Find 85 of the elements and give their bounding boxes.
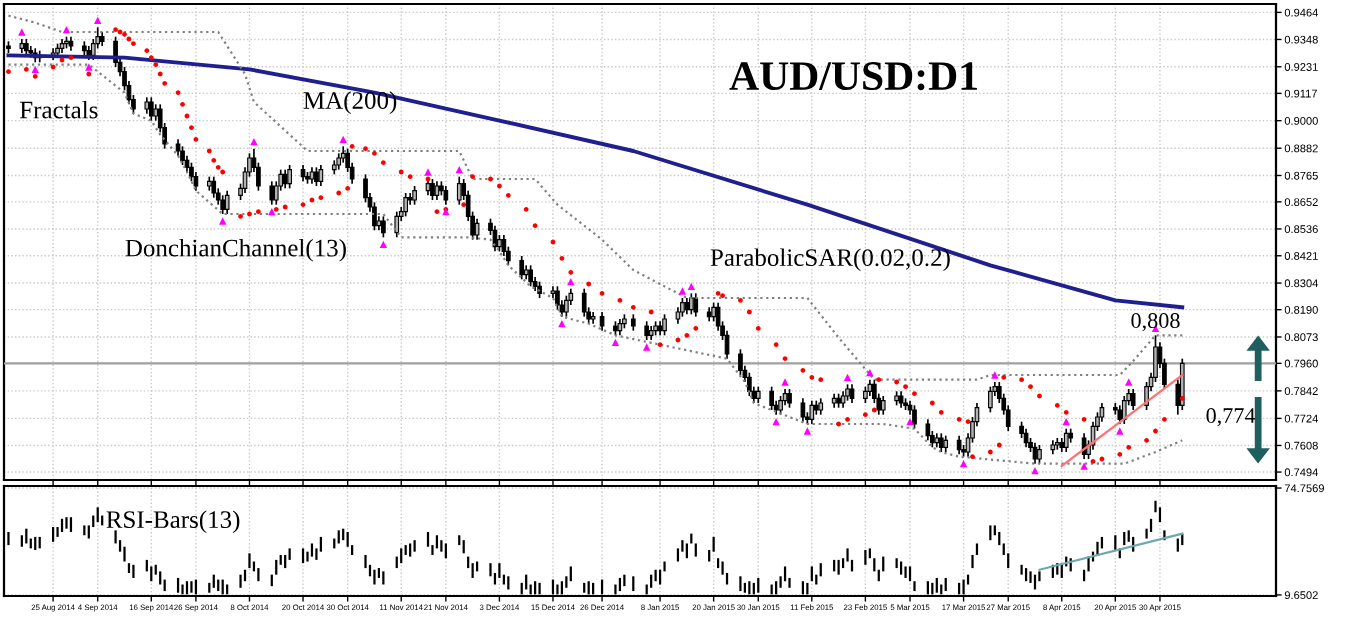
candlestick	[363, 173, 368, 204]
point	[219, 217, 227, 225]
candlestick	[180, 145, 185, 166]
candlestick	[564, 294, 569, 318]
candlestick	[693, 292, 699, 318]
line-series	[7, 14, 1184, 381]
point	[803, 427, 812, 435]
candlestick	[956, 434, 962, 456]
annotation: 0,808	[1131, 313, 1180, 332]
candlestick	[988, 385, 993, 414]
point	[1125, 378, 1133, 386]
point	[1116, 427, 1124, 435]
candlestick	[599, 311, 605, 332]
line-series	[6, 53, 1185, 310]
candlestick	[318, 164, 324, 187]
point	[678, 287, 687, 295]
annotation: ParabolicSAR(0.02,0.2)	[710, 248, 950, 272]
annotation: Fractals	[19, 100, 98, 119]
candlestick	[662, 313, 667, 337]
candlestick	[1117, 404, 1123, 425]
candlestick	[434, 180, 440, 201]
candlestick	[430, 178, 435, 201]
point	[1080, 462, 1088, 470]
candlestick	[528, 264, 533, 288]
candlestick	[412, 185, 417, 206]
point	[94, 16, 102, 25]
candlestick	[189, 161, 194, 183]
annotation: 0,774	[1206, 408, 1256, 427]
candlestick	[787, 388, 792, 409]
candlestick	[1063, 427, 1069, 453]
candlestick	[880, 395, 886, 416]
candlestick	[501, 234, 507, 257]
candlestick	[1121, 395, 1127, 425]
candlestick	[269, 180, 275, 206]
candlestick	[1144, 381, 1149, 411]
candlestick	[394, 210, 400, 239]
point	[611, 338, 620, 347]
candlestick	[372, 201, 377, 232]
candlestick	[113, 35, 118, 68]
candlestick	[849, 383, 855, 404]
point	[643, 343, 651, 351]
point	[424, 168, 432, 176]
candlestick	[769, 385, 775, 411]
candlestick	[738, 348, 743, 376]
point	[85, 63, 93, 71]
candlestick	[1099, 402, 1105, 423]
candlestick	[211, 175, 217, 199]
candlestick	[938, 432, 944, 453]
candlestick	[474, 217, 480, 241]
point	[18, 28, 26, 36]
point	[959, 459, 968, 468]
candlestick	[1130, 388, 1136, 411]
candlestick	[800, 397, 806, 423]
annotation: MA(200)	[303, 91, 397, 115]
candlestick	[1153, 334, 1158, 383]
point	[379, 240, 388, 249]
candlestick	[193, 171, 199, 192]
candlestick	[1037, 444, 1042, 465]
candlestick	[220, 194, 226, 215]
point	[687, 282, 695, 291]
point	[991, 371, 999, 379]
candlestick	[680, 297, 685, 318]
candlestick	[456, 175, 462, 206]
candlestick	[925, 418, 931, 442]
candlestick	[287, 164, 292, 190]
point	[31, 65, 39, 74]
annotation: RSI-Bars(13)	[106, 510, 240, 534]
point	[62, 25, 71, 34]
candlestick	[381, 215, 386, 239]
candlestick	[443, 185, 449, 206]
candlestick	[555, 285, 560, 311]
point	[843, 373, 852, 382]
candlestick	[519, 255, 525, 281]
annotation: DonchianChannel(13)	[125, 238, 346, 262]
point	[339, 135, 347, 144]
candlestick	[715, 301, 721, 332]
candlestick	[912, 404, 917, 430]
candlestick	[747, 371, 752, 397]
candlestick	[711, 301, 716, 323]
candlestick	[314, 166, 319, 187]
candlestick	[581, 287, 587, 318]
candlestick	[809, 399, 815, 425]
text: AUD/USD:D1	[729, 62, 977, 91]
candlestick	[224, 189, 230, 215]
point	[781, 378, 789, 386]
